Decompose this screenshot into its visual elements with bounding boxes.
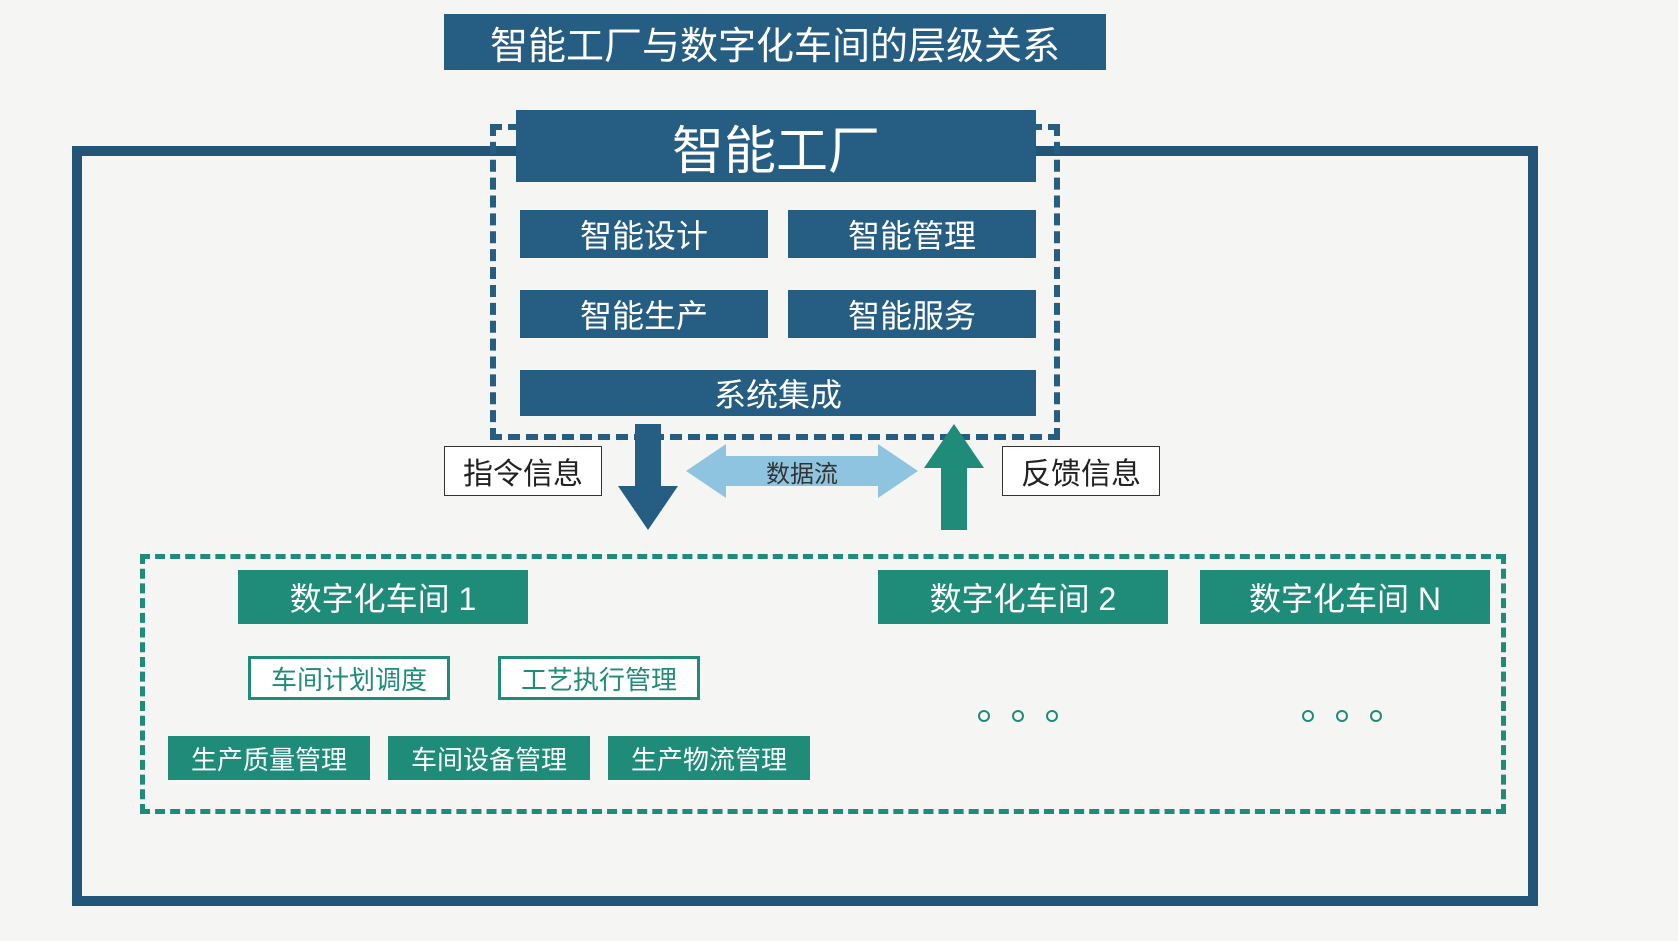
double-arrow-label-text: 数据流 [766,454,838,489]
factory-box-integration-text: 系统集成 [714,370,842,416]
flow-right-label-text: 反馈信息 [1021,449,1141,493]
factory-header-text: 智能工厂 [672,109,880,184]
diagram-title: 智能工厂与数字化车间的层级关系 [444,14,1106,70]
workshop-quality-box: 生产质量管理 [168,736,370,780]
workshop-header-1: 数字化车间 1 [238,570,528,624]
flow-left-label-text: 指令信息 [463,449,583,493]
flow-right-label: 反馈信息 [1002,446,1160,496]
workshop-plan-text: 车间计划调度 [271,660,427,697]
factory-box-production: 智能生产 [520,290,768,338]
workshop-process-text: 工艺执行管理 [521,660,677,697]
dot-icon [1336,710,1348,722]
factory-box-production-text: 智能生产 [580,291,708,337]
ellipsis-dots-1 [978,710,1058,722]
workshop-header-1-text: 数字化车间 1 [290,574,477,620]
ellipsis-dots-2 [1302,710,1382,722]
workshop-plan-box: 车间计划调度 [248,656,450,700]
double-arrow-label: 数据流 [686,444,918,498]
factory-box-manage-text: 智能管理 [848,211,976,257]
dot-icon [1012,710,1024,722]
workshop-header-n-text: 数字化车间 N [1249,574,1441,620]
workshop-equipment-box: 车间设备管理 [388,736,590,780]
factory-box-design-text: 智能设计 [580,211,708,257]
dot-icon [1302,710,1314,722]
factory-box-integration: 系统集成 [520,370,1036,416]
flow-left-label: 指令信息 [444,446,602,496]
workshop-process-box: 工艺执行管理 [498,656,700,700]
workshop-logistics-box: 生产物流管理 [608,736,810,780]
dot-icon [978,710,990,722]
factory-box-manage: 智能管理 [788,210,1036,258]
factory-header: 智能工厂 [516,110,1036,182]
workshop-logistics-text: 生产物流管理 [631,740,787,777]
up-arrow-icon [924,424,984,530]
workshop-equipment-text: 车间设备管理 [411,740,567,777]
workshop-header-2: 数字化车间 2 [878,570,1168,624]
factory-box-service-text: 智能服务 [848,291,976,337]
workshop-quality-text: 生产质量管理 [191,740,347,777]
workshop-header-n: 数字化车间 N [1200,570,1490,624]
dot-icon [1370,710,1382,722]
factory-box-service: 智能服务 [788,290,1036,338]
diagram-title-text: 智能工厂与数字化车间的层级关系 [490,15,1060,70]
down-arrow-icon [618,424,678,530]
factory-box-design: 智能设计 [520,210,768,258]
dot-icon [1046,710,1058,722]
workshop-header-2-text: 数字化车间 2 [930,574,1117,620]
